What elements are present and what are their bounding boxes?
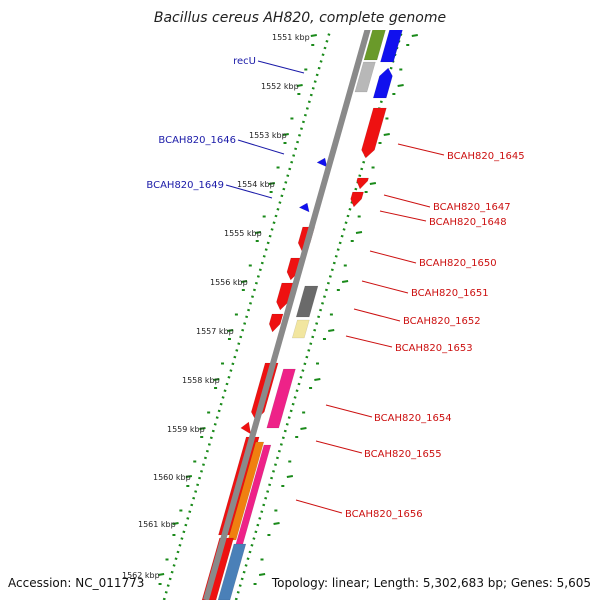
gene-label[interactable]: recU bbox=[233, 56, 256, 67]
tick-label: 1554 kbp bbox=[237, 180, 275, 189]
kbp-tick bbox=[286, 475, 294, 478]
leader-line bbox=[257, 60, 305, 74]
leader-lines-right bbox=[295, 143, 445, 514]
leader-line bbox=[361, 280, 409, 294]
gene-label[interactable]: BCAH820_1656 bbox=[345, 509, 423, 520]
kbp-tick bbox=[328, 329, 335, 332]
tick-label: 1559 kbp bbox=[167, 425, 205, 434]
gene-label[interactable]: BCAH820_1651 bbox=[411, 288, 489, 299]
gene-label[interactable]: BCAH820_1653 bbox=[395, 343, 473, 354]
kbp-tick-labels: 1551 kbp 1552 kbp 1553 kbp 1554 kbp 1555… bbox=[122, 33, 310, 580]
gene-feature[interactable] bbox=[380, 0, 411, 63]
kbp-tick bbox=[185, 475, 193, 478]
gene-feature[interactable] bbox=[266, 368, 296, 429]
tick-label: 1560 kbp bbox=[153, 473, 191, 482]
gene-label[interactable]: BCAH820_1655 bbox=[364, 449, 442, 460]
gene-feature[interactable] bbox=[295, 285, 319, 318]
kbp-tick-marks bbox=[157, 34, 418, 585]
kbp-tick bbox=[314, 378, 321, 381]
kbp-tick bbox=[172, 522, 179, 525]
kbp-tick bbox=[227, 329, 234, 332]
tick-label: 1557 kbp bbox=[196, 327, 234, 336]
topology-text: Topology: linear; Length: 5,302,683 bp; … bbox=[271, 576, 591, 590]
leader-line bbox=[345, 335, 393, 348]
gene-feature[interactable] bbox=[356, 177, 369, 190]
kbp-tick bbox=[240, 280, 248, 283]
accession-text: Accession: NC_011773 bbox=[8, 576, 144, 590]
tick-label: 1552 kbp bbox=[261, 82, 299, 91]
kbp-tick bbox=[213, 378, 220, 381]
tick-label: 1562 kbp bbox=[122, 571, 160, 580]
gene-label[interactable]: BCAH820_1652 bbox=[403, 316, 481, 327]
kbp-tick bbox=[273, 522, 280, 525]
tick-label: 1555 kbp bbox=[224, 229, 262, 238]
gene-feature[interactable] bbox=[354, 61, 376, 93]
kbp-tick bbox=[355, 231, 363, 234]
gene-label[interactable]: BCAH820_1646 bbox=[158, 135, 236, 146]
leader-lines-left bbox=[225, 60, 305, 199]
map-title: Bacillus cereus AH820, complete genome bbox=[154, 10, 446, 26]
genome-backbone bbox=[203, 30, 371, 600]
gene-feature[interactable] bbox=[268, 313, 284, 333]
kbp-tick bbox=[282, 133, 289, 136]
gene-feature[interactable] bbox=[316, 157, 328, 168]
leader-line bbox=[315, 440, 363, 454]
gene-label[interactable]: BCAH820_1648 bbox=[429, 217, 507, 228]
leader-line bbox=[225, 184, 273, 199]
leader-line bbox=[295, 499, 343, 514]
leader-line bbox=[379, 210, 427, 222]
gene-label[interactable]: BCAH820_1647 bbox=[433, 202, 511, 213]
leader-line bbox=[397, 143, 445, 156]
gene-label[interactable]: BCAH820_1650 bbox=[419, 258, 497, 269]
tick-label: 1558 kbp bbox=[182, 376, 220, 385]
kbp-tick bbox=[383, 133, 390, 136]
kbp-tick bbox=[310, 34, 317, 37]
leader-line bbox=[353, 308, 401, 322]
leader-line bbox=[383, 194, 431, 208]
kbp-tick bbox=[258, 573, 266, 576]
gene-feature[interactable] bbox=[350, 191, 364, 208]
gene-label[interactable]: BCAH820_1645 bbox=[447, 151, 525, 162]
tick-label: 1553 kbp bbox=[249, 131, 287, 140]
gene-labels-left: recU BCAH820_1646 BCAH820_1649 bbox=[146, 56, 256, 191]
leader-line bbox=[369, 250, 417, 264]
kbp-tick bbox=[157, 573, 165, 576]
leader-line bbox=[237, 139, 285, 155]
kbp-tick bbox=[369, 182, 377, 185]
gene-feature[interactable] bbox=[363, 0, 394, 61]
gene-feature[interactable] bbox=[291, 319, 310, 339]
gene-feature[interactable] bbox=[227, 441, 265, 541]
kbp-tick bbox=[268, 182, 276, 185]
leader-line bbox=[325, 404, 373, 418]
kbp-tick bbox=[296, 84, 303, 87]
kbp-tick bbox=[254, 231, 262, 234]
kbp-tick bbox=[300, 427, 307, 430]
kbp-tick bbox=[397, 84, 404, 87]
tick-label: 1556 kbp bbox=[210, 278, 248, 287]
gene-label[interactable]: BCAH820_1654 bbox=[374, 413, 452, 424]
gene-feature[interactable] bbox=[298, 202, 310, 213]
tick-label: 1561 kbp bbox=[138, 520, 176, 529]
gene-labels-right: BCAH820_1645 BCAH820_1647 BCAH820_1648 B… bbox=[345, 151, 525, 520]
gene-feature[interactable] bbox=[361, 107, 387, 159]
tick-label: 1551 kbp bbox=[272, 33, 310, 42]
gene-feature[interactable] bbox=[217, 543, 247, 600]
gene-feature[interactable] bbox=[240, 421, 252, 435]
gene-label[interactable]: BCAH820_1649 bbox=[146, 180, 224, 191]
kbp-tick bbox=[411, 34, 418, 37]
kbp-tick bbox=[341, 280, 349, 283]
gene-feature[interactable] bbox=[372, 67, 393, 99]
gene-feature[interactable] bbox=[276, 282, 295, 311]
kbp-tick bbox=[199, 427, 206, 430]
